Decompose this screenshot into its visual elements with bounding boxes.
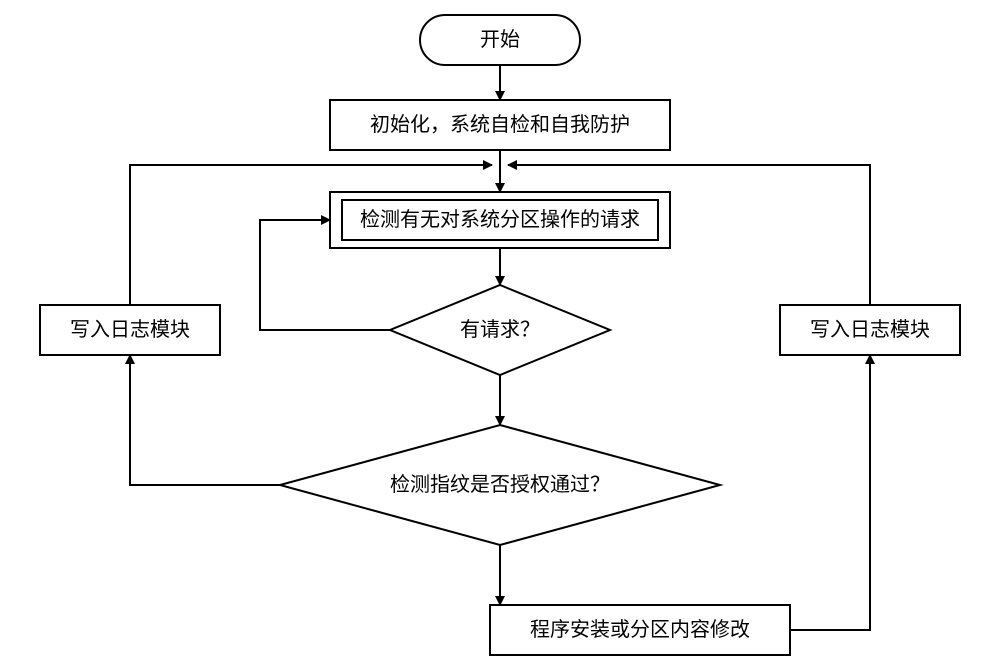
node-install: 程序安装或分区内容修改	[490, 605, 790, 655]
node-check-fingerprint: 检测指纹是否授权通过？	[280, 425, 720, 545]
node-start: 开始	[420, 15, 580, 65]
edge-fingerprint-logleft	[130, 355, 280, 485]
edge-install-logright	[790, 355, 870, 630]
node-detect-req: 检测有无对系统分区操作的请求	[330, 192, 670, 248]
flowchart-canvas: 开始 初始化，系统自检和自我防护 检测有无对系统分区操作的请求 有请求？ 检测指…	[0, 0, 1000, 672]
node-has-req-label: 有请求？	[460, 318, 540, 341]
node-has-req: 有请求？	[390, 285, 610, 375]
node-start-label: 开始	[480, 28, 520, 51]
node-detect-req-label: 检测有无对系统分区操作的请求	[360, 208, 640, 231]
node-log-right: 写入日志模块	[780, 305, 960, 355]
node-log-left-label: 写入日志模块	[70, 318, 190, 341]
node-log-right-label: 写入日志模块	[810, 318, 930, 341]
node-log-left: 写入日志模块	[40, 305, 220, 355]
node-install-label: 程序安装或分区内容修改	[530, 618, 750, 641]
node-init: 初始化，系统自检和自我防护	[330, 100, 670, 150]
node-check-fingerprint-label: 检测指纹是否授权通过？	[390, 473, 610, 496]
node-init-label: 初始化，系统自检和自我防护	[370, 113, 630, 136]
